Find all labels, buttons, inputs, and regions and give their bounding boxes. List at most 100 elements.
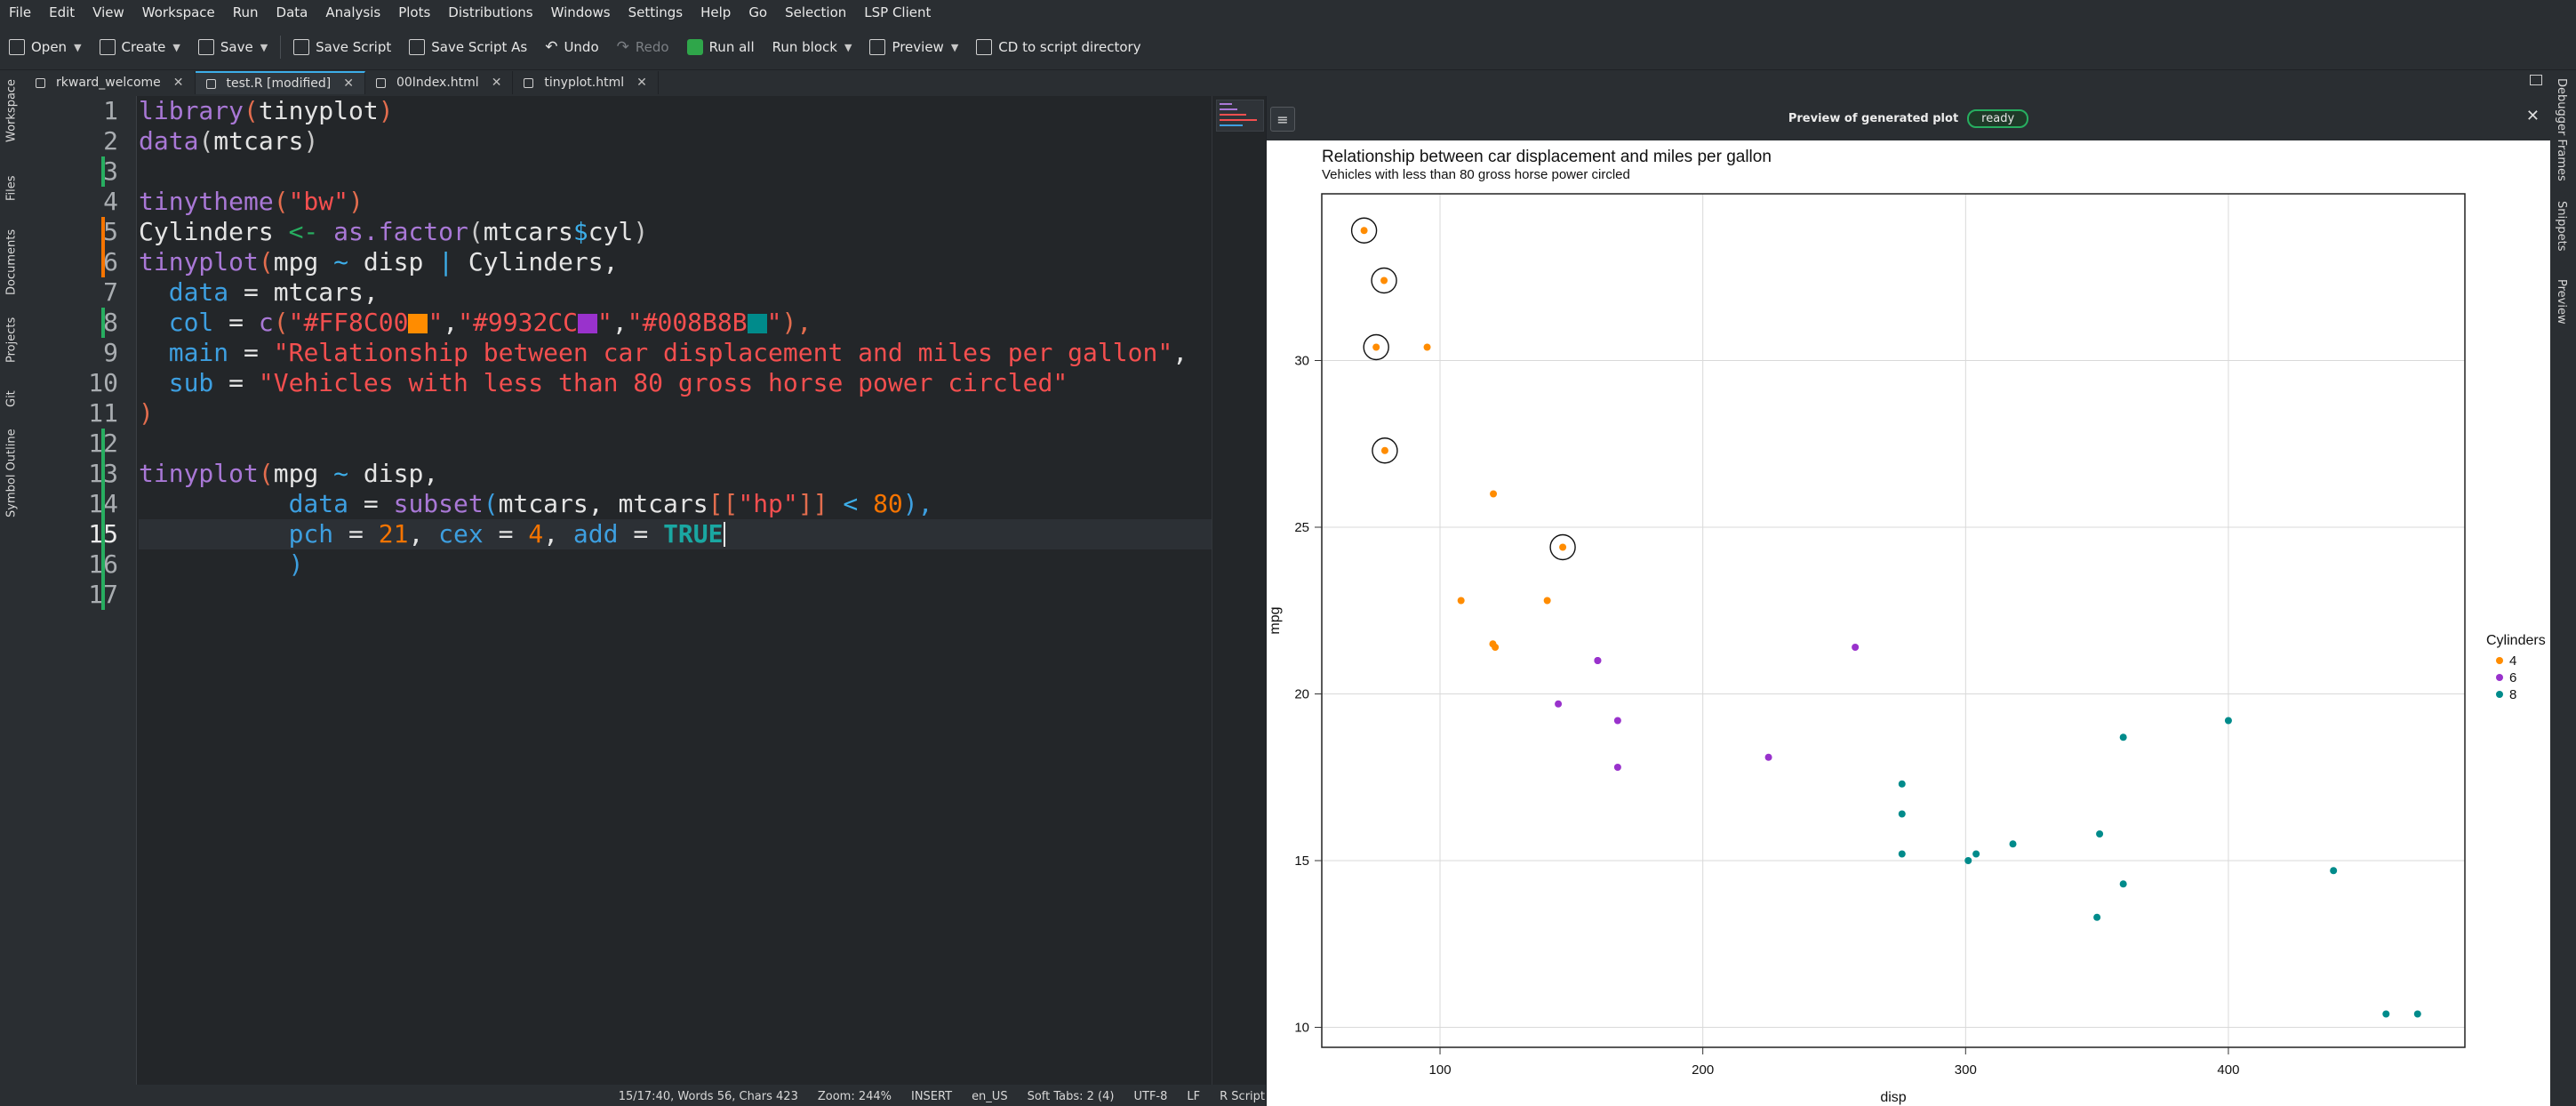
panel-debugger-frames[interactable]: Debugger Frames [2555,78,2568,181]
line-number: 6 [103,247,118,276]
save-button[interactable]: Save ▼ [189,29,276,65]
status-item[interactable]: Soft Tabs: 2 (4) [1027,1089,1115,1103]
data-point-cyl-8 [1964,857,1972,864]
data-point-cyl-8 [2119,880,2127,888]
panel-projects[interactable]: Projects [4,317,19,363]
line-number: 15 [47,519,118,549]
menu-analysis[interactable]: Analysis [325,4,381,20]
menu-help[interactable]: Help [700,4,732,20]
chevron-down-icon[interactable]: ▼ [260,41,268,53]
panel-git[interactable]: Git [4,390,19,407]
status-item[interactable]: en_US [972,1089,1008,1103]
legend-entry: 4 [2509,653,2516,669]
open-button[interactable]: Open ▼ [0,29,91,65]
menu-distributions[interactable]: Distributions [448,4,533,20]
minimap[interactable] [1212,96,1266,1085]
chevron-down-icon[interactable]: ▼ [172,41,180,53]
hamburger-menu-icon[interactable]: ≡ [1270,107,1295,132]
preview-header: ≡ Preview of generated plot ready ✕ [1267,96,2550,140]
preview-button[interactable]: Preview ▼ [860,29,967,65]
chevron-down-icon[interactable]: ▼ [844,41,852,53]
panel-snippets[interactable]: Snippets [2555,201,2568,252]
modified-line-marker [101,489,105,519]
status-item[interactable]: R Script [1220,1089,1265,1103]
highlight-circle [1350,217,1378,244]
color-swatch-teal [747,314,767,333]
cd-script-dir-button[interactable]: CD to script directory [967,29,1149,65]
code-line-16: ) [288,549,304,579]
data-point-cyl-8 [1898,780,1906,788]
menu-view[interactable]: View [92,4,124,20]
data-point-cyl-8 [2009,840,2017,848]
redo-button[interactable]: ↷ Redo [616,38,669,56]
menu-go[interactable]: Go [748,4,768,20]
scatter-plot: 100 200 300 400 10 15 20 25 30 Relationship betw… [1267,140,2550,1106]
code-line-14: data = subset(mtcars, mtcars[["hp"]] < 8… [288,489,933,518]
modified-line-marker [101,156,105,187]
status-badge: ready [1967,108,2029,128]
left-panel-bar: Workspace Files Documents Projects Git Symbol… [0,71,23,1106]
legend-title: Cylinders [2486,633,2546,648]
panel-files[interactable]: Files [4,175,19,201]
tab-tinyplot-html[interactable]: tinyplot.html ✕ [513,71,659,94]
run-all-button[interactable]: Run all [678,29,764,65]
menu-data[interactable]: Data [276,4,308,20]
tab-test-r-modified[interactable]: test.R [modified] ✕ [195,71,365,94]
code-area[interactable]: library(tinyplot) data(mtcars) tinytheme… [139,96,1212,1085]
panel-documents[interactable]: Documents [4,228,19,295]
data-point-cyl-6 [1594,657,1602,664]
menu-plots[interactable]: Plots [398,4,431,20]
save-script-as-button[interactable]: Save Script As [400,29,536,65]
split-view-icon[interactable] [2530,75,2542,85]
menu-edit[interactable]: Edit [49,4,76,20]
code-line-2: data(mtcars) [139,126,319,156]
status-item[interactable]: Zoom: 244% [817,1089,892,1103]
code-line-9: main = "Relationship between car displac… [168,338,1188,367]
status-item[interactable]: LF [1187,1089,1201,1103]
menu-workspace[interactable]: Workspace [141,4,215,20]
save-icon [293,39,310,55]
menu-file[interactable]: File [9,4,32,20]
panel-preview[interactable]: Preview [2555,279,2568,325]
menu-lsp-client[interactable]: LSP Client [864,4,932,20]
close-tab-icon[interactable]: ✕ [172,76,184,90]
code-line-13: tinyplot(mpg ~ disp, [139,459,439,488]
save-script-button[interactable]: Save Script [284,29,400,65]
close-icon[interactable]: ✕ [2525,107,2540,125]
close-tab-icon[interactable]: ✕ [343,76,354,91]
save-as-icon [409,39,426,55]
status-item[interactable]: UTF-8 [1133,1089,1168,1103]
menu-selection[interactable]: Selection [785,4,847,20]
tab-00index-html[interactable]: 00Index.html ✕ [365,71,514,94]
create-button[interactable]: Create ▼ [91,29,189,65]
data-point-cyl-8 [2382,1010,2390,1018]
code-line-8: col = c("#FF8C00 ","#9932CC ","#008B8B "), [168,308,812,337]
menu-windows[interactable]: Windows [550,4,611,20]
line-number: 10 [88,368,118,397]
minimap-viewport[interactable] [1216,100,1264,132]
status-item[interactable]: INSERT [911,1089,953,1103]
x-tick-label: 200 [1692,1062,1714,1078]
data-point-cyl-4 [1457,597,1465,605]
code-line-15: pch = 21, cex = 4, add = TRUE [139,519,1212,549]
code-line-6: tinyplot(mpg ~ disp | Cylinders, [139,247,619,276]
line-number-gutter: 1234567891011121314151617 [25,96,137,1085]
data-point-cyl-8 [2413,1010,2421,1018]
line-number: 17 [47,580,118,610]
redo-icon: ↷ [616,38,629,56]
plot-background [1267,140,2550,1106]
menu-run[interactable]: Run [232,4,259,20]
menu-settings[interactable]: Settings [628,4,684,20]
panel-symbol-outline[interactable]: Symbol Outline [4,429,19,517]
plot-preview-pane: ≡ Preview of generated plot ready ✕ 100 2… [1266,96,2550,1106]
y-tick-label: 20 [1294,687,1309,702]
panel-workspace[interactable]: Workspace [4,78,19,142]
close-tab-icon[interactable]: ✕ [491,76,502,90]
tab-rkward-welcome[interactable]: rkward_welcome ✕ [25,71,196,94]
close-tab-icon[interactable]: ✕ [636,76,647,90]
code-editor[interactable]: 1234567891011121314151617 library(tinypl… [25,96,1212,1085]
undo-button[interactable]: ↶ Undo [545,38,599,56]
chevron-down-icon[interactable]: ▼ [74,41,82,53]
chevron-down-icon[interactable]: ▼ [950,41,959,53]
run-block-button[interactable]: Run block ▼ [772,39,852,55]
